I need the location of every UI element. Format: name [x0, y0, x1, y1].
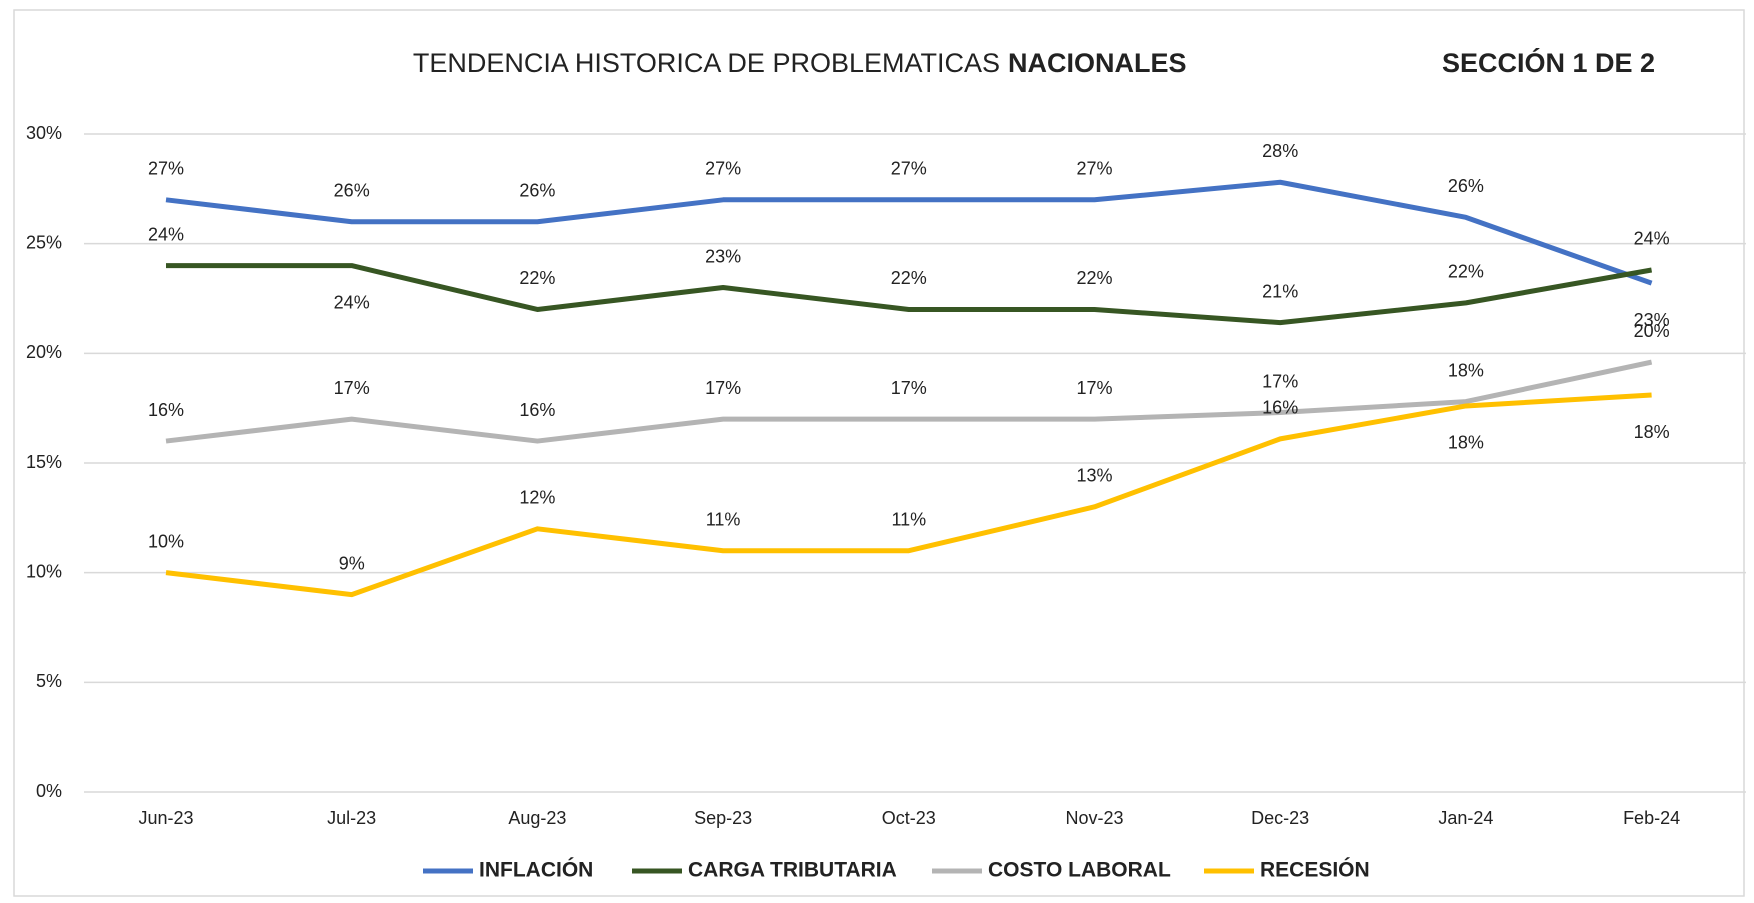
series-line: [165, 359, 1653, 444]
data-label: 21%: [1262, 281, 1298, 301]
y-tick-label: 15%: [26, 452, 62, 472]
series-line: [165, 179, 1653, 286]
x-tick-label: Oct-23: [882, 808, 936, 828]
data-label: 27%: [148, 159, 184, 179]
data-label: 17%: [705, 378, 741, 398]
series-line: [166, 263, 1653, 326]
y-tick-label: 0%: [36, 781, 62, 801]
data-label: 26%: [334, 180, 370, 200]
data-label: 18%: [1448, 433, 1484, 453]
legend-label: CARGA TRIBUTARIA: [688, 859, 897, 882]
x-tick-label: Dec-23: [1251, 808, 1309, 828]
data-label: 16%: [519, 400, 555, 420]
data-label: 23%: [1634, 310, 1670, 330]
data-label: 17%: [334, 378, 370, 398]
data-label: 16%: [148, 400, 184, 420]
x-tick-label: Sep-23: [694, 808, 752, 828]
data-label: 13%: [1076, 466, 1112, 486]
x-tick-label: Aug-23: [508, 808, 566, 828]
data-label: 22%: [519, 268, 555, 288]
data-label: 22%: [1076, 268, 1112, 288]
x-tick-label: Feb-24: [1623, 808, 1680, 828]
chart-frame: [13, 9, 1745, 897]
y-tick-label: 20%: [26, 342, 62, 362]
data-label: 18%: [1448, 360, 1484, 380]
data-label: 26%: [519, 180, 555, 200]
data-label: 27%: [705, 159, 741, 179]
y-tick-label: 5%: [36, 671, 62, 691]
chart-title-emphasis: NACIONALES: [1008, 48, 1187, 78]
x-tick-label: Jul-23: [327, 808, 376, 828]
series-line: [165, 392, 1652, 598]
data-label: 24%: [1634, 229, 1670, 249]
data-label: 28%: [1262, 141, 1298, 161]
x-tick-label: Nov-23: [1065, 808, 1123, 828]
data-label: 26%: [1448, 176, 1484, 196]
data-label: 17%: [1076, 378, 1112, 398]
chart-title: TENDENCIA HISTORICA DE PROBLEMATICAS: [413, 48, 1000, 78]
legend-label: COSTO LABORAL: [988, 859, 1171, 882]
y-tick-label: 10%: [26, 561, 62, 581]
data-label: 10%: [148, 531, 184, 551]
data-label: 24%: [148, 224, 184, 244]
data-label: 11%: [891, 509, 926, 529]
y-tick-label: 25%: [26, 232, 62, 252]
x-tick-label: Jan-24: [1438, 808, 1493, 828]
data-label: 24%: [334, 292, 370, 312]
data-label: 23%: [705, 246, 741, 266]
y-tick-label: 30%: [26, 123, 62, 143]
data-label: 22%: [1448, 262, 1484, 282]
annotation: SECCIÓN 1 DE 2: [1442, 47, 1655, 78]
data-label: 22%: [891, 268, 927, 288]
data-label: 27%: [1076, 159, 1112, 179]
data-label: 17%: [1262, 371, 1298, 391]
legend-label: RECESIÓN: [1260, 858, 1370, 882]
x-tick-label: Jun-23: [138, 808, 193, 828]
data-label: 18%: [1634, 422, 1670, 442]
legend-label: INFLACIÓN: [479, 858, 593, 882]
data-label: 17%: [891, 378, 927, 398]
data-label: 12%: [519, 488, 555, 508]
data-label: 9%: [339, 553, 365, 573]
data-label: 11%: [706, 509, 741, 529]
data-label: 20%: [1634, 321, 1670, 341]
data-label: 27%: [891, 159, 927, 179]
data-label: 16%: [1262, 398, 1298, 418]
